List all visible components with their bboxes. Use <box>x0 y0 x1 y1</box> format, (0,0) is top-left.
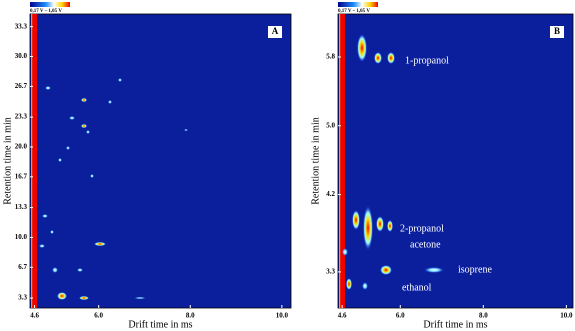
spot <box>362 282 368 290</box>
y-tick-label: 20.0 <box>15 143 28 151</box>
y-tick-label: 4.2 <box>326 190 335 198</box>
spot <box>94 242 106 246</box>
spot <box>86 130 90 134</box>
panel-box <box>550 26 564 38</box>
spot <box>39 244 45 248</box>
spot <box>66 146 70 150</box>
spot <box>77 268 83 272</box>
annotation: 1-propanol <box>405 55 449 66</box>
x-axis-label: Drift time in ms <box>128 319 192 330</box>
y-tick-label: 33.3 <box>15 22 28 30</box>
y-tick-label: 3.3 <box>18 294 27 302</box>
spot <box>134 297 146 299</box>
annotation: ethanol <box>402 282 432 293</box>
y-tick-label: 3.3 <box>326 268 335 276</box>
spot <box>387 52 395 64</box>
spot <box>424 267 444 273</box>
x-tick-label: 8.0 <box>479 312 488 320</box>
x-tick-label: 6.0 <box>94 312 103 320</box>
panel-label: B <box>554 26 560 36</box>
annotation: 2-propanol <box>400 223 444 234</box>
y-tick-label: 16.7 <box>15 172 28 180</box>
plot-background <box>337 13 574 309</box>
colorbar-label: 0,17 V – 1,05 V <box>338 9 370 14</box>
x-tick-label: 8.0 <box>186 312 195 320</box>
panel-label: A <box>272 26 279 36</box>
colorbar <box>30 2 70 7</box>
plot-background <box>29 13 292 309</box>
spot <box>184 129 188 131</box>
spot <box>81 124 87 128</box>
y-tick-label: 6.7 <box>18 263 27 271</box>
spot <box>374 52 382 64</box>
annotation: acetone <box>410 239 441 250</box>
y-tick-label: 13.3 <box>15 203 28 211</box>
spot <box>57 292 67 300</box>
panel-box <box>268 26 282 38</box>
y-tick-label: 10.0 <box>15 233 28 241</box>
spot <box>50 230 54 234</box>
rip-line <box>339 14 345 308</box>
x-tick-label: 10.0 <box>276 312 289 320</box>
spot <box>108 100 112 104</box>
x-tick-label: 10.0 <box>560 312 573 320</box>
spot <box>45 86 51 90</box>
spot <box>357 34 367 62</box>
y-axis-label: Retention time in min <box>2 117 13 205</box>
colorbar <box>338 2 378 7</box>
spot <box>79 296 89 300</box>
spot <box>52 267 58 273</box>
spot <box>69 116 75 120</box>
spot <box>342 248 348 256</box>
x-axis-label: Drift time in ms <box>423 319 487 330</box>
y-tick-label: 26.7 <box>15 82 28 90</box>
spot <box>346 278 352 290</box>
colorbar-label: 0,17 V – 1,05 V <box>30 9 62 14</box>
x-tick-label: 6.0 <box>396 312 405 320</box>
spot <box>387 220 393 232</box>
spot <box>42 214 48 218</box>
x-tick-label: 4.6 <box>338 312 347 320</box>
spot <box>58 158 62 162</box>
y-tick-label: 30.0 <box>15 52 28 60</box>
y-tick-label: 5.8 <box>326 53 335 61</box>
spot <box>376 216 384 232</box>
annotation: isoprene <box>458 264 492 275</box>
spot <box>90 174 94 178</box>
spot <box>118 78 122 82</box>
spot <box>81 98 87 102</box>
y-tick-label: 5.0 <box>326 121 335 129</box>
spot <box>363 206 373 250</box>
spot <box>380 265 392 275</box>
spot <box>352 210 360 230</box>
x-tick-label: 4.6 <box>30 312 39 320</box>
y-axis-label: Retention time in min <box>310 117 321 205</box>
rip-line <box>31 14 37 308</box>
y-tick-label: 23.3 <box>15 113 28 121</box>
